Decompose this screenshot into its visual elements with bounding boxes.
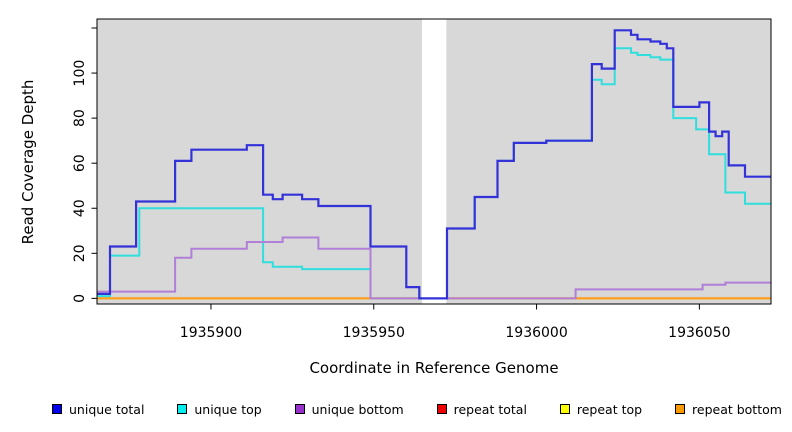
coverage-depth-chart: 1935900 1935950 1936000 1936050 0 20 40 60 80 100… bbox=[0, 0, 792, 432]
legend-label: unique top bbox=[194, 402, 261, 417]
legend-label: unique total bbox=[69, 402, 144, 417]
y-tick-label: 80 bbox=[72, 109, 88, 127]
legend-item-unique-bottom: unique bottom bbox=[295, 402, 404, 417]
legend-label: repeat top bbox=[577, 402, 642, 417]
legend-swatch-icon bbox=[675, 404, 685, 414]
legend-swatch-icon bbox=[177, 404, 187, 414]
legend-swatch-icon bbox=[52, 404, 62, 414]
x-tick-label: 1936050 bbox=[668, 325, 730, 341]
plot-area: 1935900 1935950 1936000 1936050 0 20 40 60 80 100… bbox=[0, 0, 792, 392]
y-tick-label: 20 bbox=[72, 244, 88, 262]
legend-swatch-icon bbox=[437, 404, 447, 414]
legend-item-repeat-total: repeat total bbox=[437, 402, 527, 417]
x-tick-label: 1935900 bbox=[180, 325, 242, 341]
x-tick-label: 1935950 bbox=[343, 325, 405, 341]
legend-swatch-icon bbox=[295, 404, 305, 414]
y-tick-label: 40 bbox=[72, 199, 88, 217]
legend-item-unique-total: unique total bbox=[52, 402, 144, 417]
legend-item-repeat-top: repeat top bbox=[560, 402, 642, 417]
legend-swatch-icon bbox=[560, 404, 570, 414]
y-tick-label: 0 bbox=[72, 294, 88, 303]
y-tick-label: 100 bbox=[72, 60, 88, 87]
legend: unique total unique top unique bottom repea… bbox=[0, 396, 792, 422]
legend-label: repeat total bbox=[454, 402, 527, 417]
y-axis-title: Read Coverage Depth bbox=[19, 80, 37, 245]
legend-label: repeat bottom bbox=[692, 402, 782, 417]
x-tick-label: 1936000 bbox=[505, 325, 567, 341]
legend-item-unique-top: unique top bbox=[177, 402, 261, 417]
legend-item-repeat-bottom: repeat bottom bbox=[675, 402, 782, 417]
y-tick-label: 60 bbox=[72, 154, 88, 172]
coverage-gap-band bbox=[422, 20, 446, 304]
legend-label: unique bottom bbox=[312, 402, 404, 417]
x-axis-title: Coordinate in Reference Genome bbox=[309, 359, 558, 377]
